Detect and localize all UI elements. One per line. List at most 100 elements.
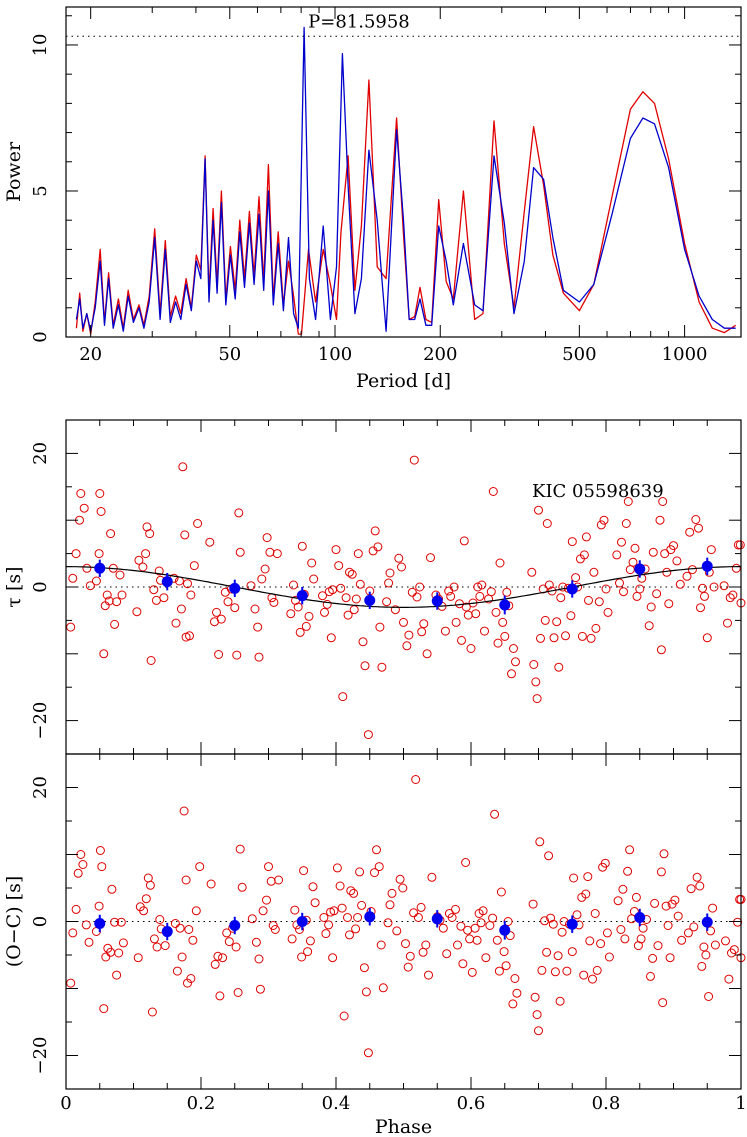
residual-point [94, 901, 104, 911]
tau-point [385, 568, 395, 578]
tau-point [644, 621, 654, 631]
tau-point [466, 644, 476, 653]
residual-point [677, 935, 687, 945]
tau-point [687, 565, 697, 575]
residual-point [699, 942, 709, 952]
tau-point [682, 571, 692, 581]
tau-point [719, 581, 729, 591]
periodogram-y-tick-label: 10 [30, 34, 51, 57]
residual-point [499, 947, 509, 957]
residual-point [392, 926, 402, 936]
binned-point [499, 599, 511, 611]
tau-point [577, 631, 587, 641]
tau-point [404, 630, 414, 640]
periodogram-x-tick-label: 100 [318, 344, 352, 365]
tau-point [394, 553, 404, 563]
residual-point [451, 904, 460, 914]
residual-point [447, 913, 457, 922]
tau-point [461, 602, 471, 612]
tau-point [449, 582, 459, 592]
residual-point [343, 913, 352, 922]
residual-point [665, 953, 675, 963]
tau-point [138, 562, 148, 572]
tau-point [511, 657, 520, 667]
tau-point [694, 523, 703, 533]
tau-point [363, 730, 373, 740]
periodogram-panel: P=81.5958 20 50 100 200 500 1000 0 5 10 Period [… [3, 6, 742, 392]
residual-point [68, 928, 78, 938]
tau-point [685, 527, 695, 537]
residual-point [706, 926, 716, 936]
residual-point [310, 898, 320, 908]
tau-point [91, 576, 101, 586]
residual-point [689, 922, 699, 932]
residual-point [562, 966, 572, 976]
tau-point [141, 549, 151, 559]
residual-ticks: 0 0.2 0.4 0.6 0.8 1 −20 0 20 [30, 753, 747, 1114]
tau-point [486, 587, 496, 597]
tau-point [475, 591, 485, 601]
residual-point [274, 875, 284, 885]
tau-point [260, 564, 270, 574]
residual-point [114, 948, 124, 958]
residual-point [650, 898, 660, 908]
tau-point [377, 662, 387, 672]
residual-point [724, 974, 734, 984]
residual-point [733, 917, 743, 927]
residual-point [472, 935, 482, 945]
residual-point [141, 894, 151, 904]
residual-point [692, 872, 702, 882]
tau-point [635, 584, 645, 594]
residual-point [133, 953, 143, 963]
residual-point [537, 965, 547, 975]
residual-point [663, 921, 673, 930]
tau-point [696, 603, 705, 613]
residual-point [510, 974, 520, 983]
tau-point [628, 557, 638, 567]
residual-point [101, 952, 111, 962]
residual-point [488, 913, 498, 923]
tau-point [254, 652, 264, 662]
tau-point [76, 489, 86, 498]
tau-point [549, 633, 559, 643]
tau-point [399, 617, 408, 627]
residual-point [231, 942, 241, 952]
tau-point [349, 605, 359, 615]
tau-point [307, 558, 317, 568]
tau-point [246, 581, 256, 591]
residual-point [572, 910, 582, 920]
periodogram-ticks: 20 50 100 200 500 1000 0 5 10 [30, 7, 741, 365]
tau-point [556, 593, 566, 603]
tau-point [584, 595, 593, 605]
residual-point [569, 873, 579, 883]
tau-point [415, 582, 425, 592]
tau-point [691, 515, 701, 524]
residual-point [332, 863, 342, 873]
tau-point [185, 631, 194, 641]
binned-point [161, 926, 173, 938]
tau-point [151, 595, 161, 605]
residual-point [710, 940, 720, 950]
tau-point [612, 550, 622, 560]
tau-point [652, 589, 662, 599]
residual-point [264, 862, 273, 872]
residual-point [183, 978, 192, 988]
tau-point [567, 537, 577, 547]
residual-point [485, 921, 495, 930]
tau-point [189, 561, 199, 571]
residual-point [270, 925, 280, 934]
residual-point [107, 884, 117, 894]
residual-point [421, 940, 431, 950]
residual-point [370, 868, 379, 878]
residual-point [413, 913, 423, 922]
residual-point [395, 874, 405, 884]
tau-point [186, 590, 196, 600]
tau-point [725, 593, 735, 603]
binned-point [296, 916, 308, 927]
residual-panel: 0 0.2 0.4 0.6 0.8 1 −20 0 20 Phase (O−C) [s] [3, 753, 747, 1137]
tau-point [536, 633, 545, 643]
residual-point [427, 872, 437, 882]
tau-point [132, 607, 142, 617]
tau-point [322, 599, 332, 609]
residual-point [661, 901, 671, 911]
